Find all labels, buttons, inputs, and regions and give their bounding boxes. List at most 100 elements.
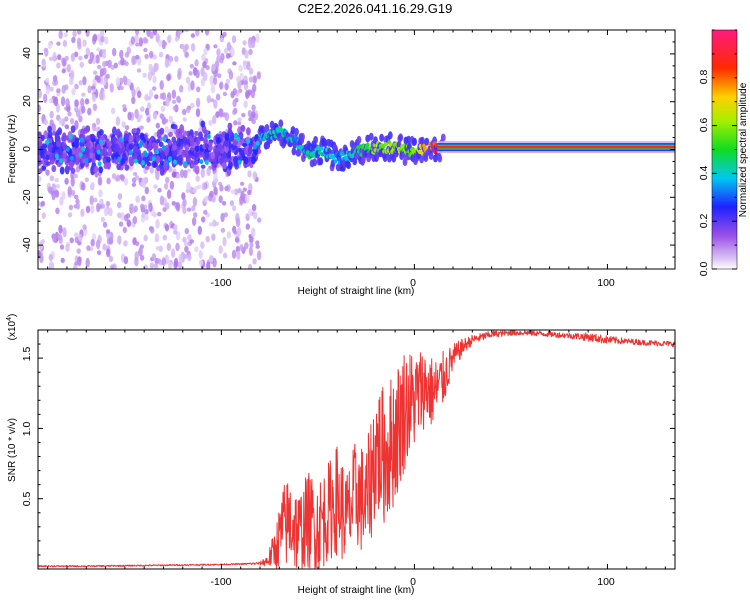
heatmap-cell	[151, 142, 157, 148]
heatmap-cell	[190, 43, 196, 52]
heatmap-cell	[120, 57, 125, 66]
heatmap-cell	[135, 134, 141, 142]
heatmap-cell	[63, 32, 68, 38]
heatmap-cell	[186, 168, 191, 173]
heatmap-cell	[70, 52, 76, 62]
heatmap-cell	[244, 242, 249, 250]
heatmap-cell	[54, 190, 60, 198]
heatmap-cell	[236, 136, 241, 142]
heatmap-cell	[134, 175, 140, 180]
heatmap-cell	[135, 54, 140, 60]
heatmap-cell	[161, 145, 166, 151]
heatmap-cell	[120, 158, 126, 165]
heatmap-cell	[210, 98, 215, 103]
heatmap-cell	[218, 195, 223, 204]
heatmap-cell	[129, 203, 134, 209]
heatmap-cell	[95, 54, 100, 64]
heatmap-cell	[83, 54, 89, 59]
heatmap-cell	[182, 206, 187, 215]
heatmap-cell	[209, 254, 214, 263]
heatmap-cell	[132, 172, 138, 176]
heatmap-cell	[51, 183, 56, 191]
heatmap-cell	[57, 54, 62, 61]
heatmap-cell	[83, 127, 88, 134]
heatmap-cell	[157, 211, 162, 217]
heatmap-cell	[247, 110, 253, 118]
heatmap-cell	[129, 157, 134, 166]
heatmap-cell	[248, 48, 253, 56]
heatmap-cell	[81, 92, 86, 97]
heatmap-cell	[74, 194, 79, 200]
heatmap-cell	[225, 78, 231, 85]
heatmap-cell	[294, 127, 299, 136]
heatmap-cell	[234, 237, 240, 243]
heatmap-cell	[167, 34, 172, 44]
heatmap-cell	[85, 257, 90, 268]
heatmap-cell	[162, 136, 167, 142]
heatmap-cell	[134, 108, 139, 119]
heatmap-cell	[251, 104, 256, 112]
heatmap-cell	[402, 158, 408, 167]
heatmap-cell	[96, 250, 102, 256]
heatmap-cell	[127, 111, 132, 121]
heatmap-cell	[105, 229, 111, 235]
heatmap-cell	[47, 41, 53, 50]
heatmap-cell	[118, 136, 123, 142]
heatmap-cell	[227, 122, 233, 130]
heatmap-cell	[236, 227, 242, 237]
heatmap-cell	[247, 145, 253, 155]
heatmap-cell	[61, 68, 66, 74]
heatmap-cell	[88, 151, 94, 159]
heatmap-cell	[116, 163, 122, 171]
heatmap-cell	[247, 157, 253, 163]
heatmap-cell	[236, 76, 241, 83]
heatmap-cell	[79, 137, 84, 143]
heatmap-cell	[92, 34, 98, 42]
heatmap-cell	[186, 156, 191, 163]
heatmap-cell	[194, 152, 199, 159]
colorbar-tick-label: 0.0	[698, 262, 710, 277]
heatmap-cell	[76, 37, 82, 47]
heatmap-cell	[98, 139, 103, 145]
heatmap-cell	[138, 114, 143, 120]
bottom-y-axis-label: SNR (10 * v/v)	[7, 418, 18, 482]
heatmap-cell	[175, 202, 181, 212]
heatmap-cell	[118, 221, 124, 227]
heatmap-cell	[183, 169, 188, 179]
heatmap-cell	[77, 256, 82, 267]
heatmap-cell	[84, 157, 89, 163]
heatmap-cell	[85, 205, 91, 214]
heatmap-cell	[218, 245, 223, 254]
heatmap-cell	[203, 47, 208, 56]
heatmap-cell	[90, 181, 95, 190]
heatmap-cell	[47, 142, 53, 153]
heatmap-cell	[256, 71, 261, 80]
heatmap-cell	[55, 134, 61, 141]
heatmap-cell	[211, 63, 216, 72]
heatmap-cell	[172, 124, 178, 130]
heatmap-cell	[70, 125, 76, 133]
colorbar: 0.0 0.2 0.4 0.6 0.8 Normalized spectral …	[698, 29, 749, 277]
heatmap-cell	[253, 144, 257, 150]
heatmap-cell	[153, 62, 158, 73]
heatmap-cell	[57, 146, 63, 156]
heatmap-cell	[195, 97, 201, 108]
heatmap-cell	[56, 41, 61, 46]
heatmap-cell	[157, 187, 162, 193]
heatmap-cell	[203, 72, 208, 82]
heatmap-cell	[205, 65, 210, 71]
heatmap-cell	[143, 47, 148, 53]
heatmap-cell	[379, 133, 384, 142]
heatmap-cell	[128, 135, 134, 142]
heatmap-cell	[212, 115, 217, 125]
heatmap-cell	[116, 174, 121, 182]
heatmap-cell	[199, 159, 204, 165]
heatmap-cell	[264, 124, 270, 132]
heatmap-cell	[164, 126, 169, 134]
top-y-tick-label: 20	[21, 95, 33, 107]
heatmap-cell	[75, 198, 80, 205]
heatmap-cell	[144, 93, 149, 102]
heatmap-cell	[49, 110, 54, 119]
heatmap-cell	[201, 53, 206, 62]
heatmap-cell	[227, 161, 233, 170]
